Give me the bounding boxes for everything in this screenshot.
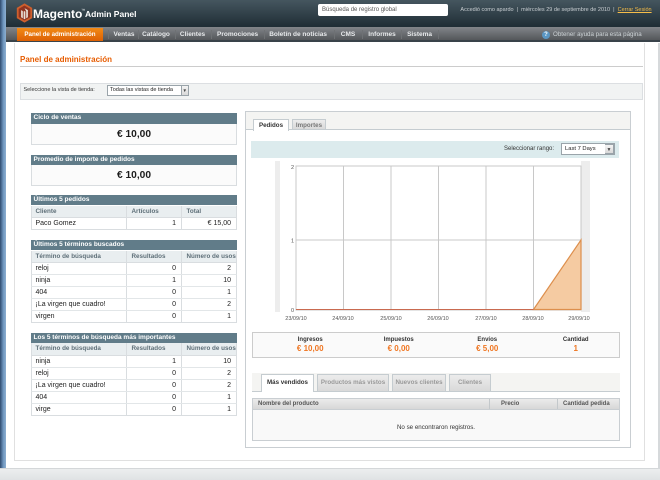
svg-text:2: 2 (291, 165, 294, 171)
svg-text:27/09/10: 27/09/10 (475, 316, 496, 322)
svg-text:23/09/10: 23/09/10 (285, 316, 306, 322)
svg-text:1: 1 (291, 239, 294, 245)
svg-text:29/09/10: 29/09/10 (568, 316, 589, 322)
svg-text:0: 0 (291, 308, 294, 314)
svg-text:24/09/10: 24/09/10 (332, 316, 353, 322)
svg-text:25/09/10: 25/09/10 (380, 316, 401, 322)
svg-text:28/09/10: 28/09/10 (522, 316, 543, 322)
svg-text:26/09/10: 26/09/10 (427, 316, 448, 322)
